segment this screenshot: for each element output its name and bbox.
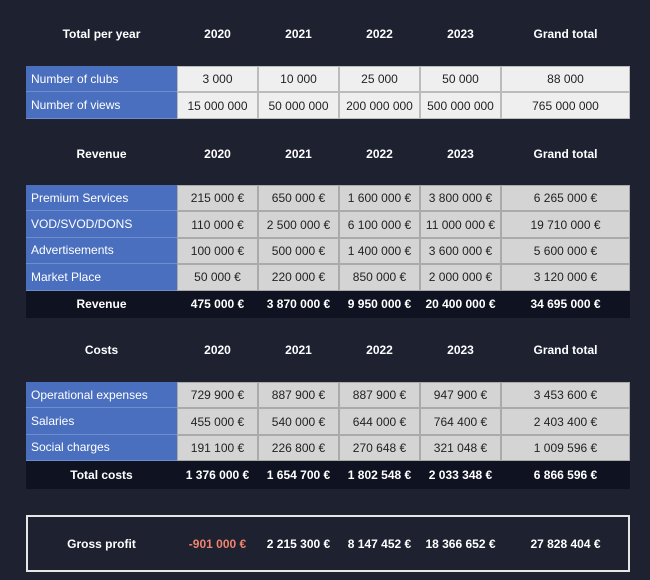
value-cell: 6 100 000 € (339, 211, 420, 238)
row-label: Operational expenses (26, 382, 177, 409)
gross-profit-cell: 8 147 452 € (347, 536, 412, 551)
value-cell: 850 000 € (339, 264, 420, 291)
row-label: Salaries (26, 408, 177, 435)
value-cell: 25 000 (339, 66, 420, 93)
value-cell: 220 000 € (258, 264, 339, 291)
value-cell: 3 600 000 € (420, 237, 501, 265)
total-cell: 6 866 596 € (501, 461, 630, 489)
value-cell: 10 000 (258, 66, 339, 93)
value-cell: 15 000 000 (177, 92, 258, 119)
header-cell: 2021 (285, 147, 312, 161)
value-cell: 50 000 € (177, 264, 258, 291)
value-cell: 2 500 000 € (258, 211, 339, 238)
gross-profit-box (26, 515, 630, 572)
row-label: VOD/SVOD/DONS (26, 211, 177, 238)
value-cell: 200 000 000 (339, 92, 420, 119)
header-cell: Grand total (533, 343, 598, 357)
value-cell: 3 000 (177, 66, 258, 93)
value-cell: 110 000 € (177, 211, 258, 238)
value-cell: 455 000 € (177, 408, 258, 435)
total-cell: 20 400 000 € (420, 290, 501, 318)
value-cell: 765 000 000 (501, 92, 630, 119)
header-cell: 2022 (366, 147, 393, 161)
value-cell: 2 000 000 € (420, 264, 501, 291)
header-cell: 2023 (447, 147, 474, 161)
gross-profit-cell: 18 366 652 € (425, 536, 496, 551)
value-cell: 270 648 € (339, 434, 420, 462)
value-cell: 3 453 600 € (501, 382, 630, 409)
value-cell: 729 900 € (177, 382, 258, 409)
row-label: Number of clubs (26, 66, 177, 93)
value-cell: 88 000 (501, 66, 630, 93)
value-cell: 540 000 € (258, 408, 339, 435)
row-label: Premium Services (26, 185, 177, 212)
header-cell: 2021 (285, 343, 312, 357)
header-cell: Total per year (62, 27, 141, 41)
total-cell: Revenue (26, 290, 177, 318)
value-cell: 19 710 000 € (501, 211, 630, 238)
total-cell: Total costs (26, 461, 177, 489)
value-cell: 2 403 400 € (501, 408, 630, 435)
value-cell: 650 000 € (258, 185, 339, 212)
gross-profit-cell: -901 000 € (188, 536, 247, 551)
value-cell: 50 000 000 (258, 92, 339, 119)
total-cell: 475 000 € (177, 290, 258, 318)
value-cell: 5 600 000 € (501, 237, 630, 265)
value-cell: 100 000 € (177, 237, 258, 265)
value-cell: 1 600 000 € (339, 185, 420, 212)
header-cell: 2020 (204, 147, 231, 161)
total-cell: 1 654 700 € (258, 461, 339, 489)
total-cell: 1 376 000 € (177, 461, 258, 489)
value-cell: 1 400 000 € (339, 237, 420, 265)
total-cell: 1 802 548 € (339, 461, 420, 489)
header-cell: 2021 (285, 27, 312, 41)
value-cell: 50 000 (420, 66, 501, 93)
total-cell: 34 695 000 € (501, 290, 630, 318)
value-cell: 500 000 000 (420, 92, 501, 119)
value-cell: 887 900 € (258, 382, 339, 409)
value-cell: 191 100 € (177, 434, 258, 462)
header-cell: 2022 (366, 27, 393, 41)
value-cell: 887 900 € (339, 382, 420, 409)
value-cell: 644 000 € (339, 408, 420, 435)
total-cell: 2 033 348 € (420, 461, 501, 489)
header-cell: 2020 (204, 343, 231, 357)
value-cell: 1 009 596 € (501, 434, 630, 462)
header-cell: 2020 (204, 27, 231, 41)
value-cell: 11 000 000 € (420, 211, 501, 238)
value-cell: 321 048 € (420, 434, 501, 462)
value-cell: 215 000 € (177, 185, 258, 212)
value-cell: 226 800 € (258, 434, 339, 462)
row-label: Advertisements (26, 237, 177, 265)
value-cell: 3 120 000 € (501, 264, 630, 291)
value-cell: 947 900 € (420, 382, 501, 409)
row-label: Number of views (26, 92, 177, 119)
header-cell: 2023 (447, 343, 474, 357)
header-cell: Grand total (533, 147, 598, 161)
gross-profit-cell: Gross profit (67, 536, 136, 551)
header-cell: Revenue (76, 147, 127, 161)
value-cell: 6 265 000 € (501, 185, 630, 212)
header-cell: 2022 (366, 343, 393, 357)
total-cell: 3 870 000 € (258, 290, 339, 318)
row-label: Market Place (26, 264, 177, 291)
row-label: Social charges (26, 434, 177, 462)
header-cell: Grand total (533, 27, 598, 41)
header-cell: Costs (84, 343, 119, 357)
header-cell: 2023 (447, 27, 474, 41)
value-cell: 3 800 000 € (420, 185, 501, 212)
gross-profit-cell: 27 828 404 € (530, 536, 601, 551)
gross-profit-cell: 2 215 300 € (266, 536, 331, 551)
value-cell: 764 400 € (420, 408, 501, 435)
total-cell: 9 950 000 € (339, 290, 420, 318)
value-cell: 500 000 € (258, 237, 339, 265)
